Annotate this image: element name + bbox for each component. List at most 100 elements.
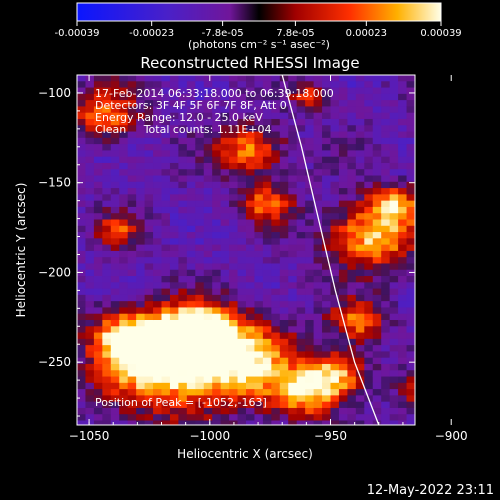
heatmap-cell — [169, 156, 179, 164]
heatmap-cell — [313, 414, 323, 422]
plot-frame — [76, 74, 416, 426]
heatmap-cell — [389, 125, 399, 133]
heatmap-cell — [178, 125, 188, 133]
heatmap-cell — [338, 257, 348, 264]
heatmap-cell — [246, 125, 255, 133]
heatmap-cell — [229, 100, 239, 107]
heatmap-cell — [296, 414, 306, 422]
heatmap-cell — [203, 420, 213, 425]
heatmap-cell — [237, 320, 247, 327]
heatmap-cell — [220, 213, 230, 220]
heatmap-cell — [178, 137, 188, 145]
heatmap-cell — [136, 125, 146, 133]
heatmap-cell — [161, 81, 171, 89]
heatmap-cell — [330, 269, 340, 277]
heatmap-cell — [305, 263, 315, 271]
heatmap-cell — [119, 106, 129, 114]
heatmap-cell — [136, 301, 146, 308]
heatmap-cell — [220, 188, 230, 195]
heatmap-cell — [220, 100, 230, 107]
heatmap-cell — [93, 169, 103, 177]
heatmap-cell — [93, 162, 103, 170]
heatmap-cell — [305, 326, 315, 334]
heatmap-cell — [381, 345, 391, 352]
heatmap-cell — [178, 232, 188, 239]
heatmap-cell — [178, 326, 188, 334]
heatmap-cell — [246, 250, 255, 258]
heatmap-cell — [246, 131, 255, 139]
heatmap-cell — [398, 269, 408, 277]
heatmap-cell — [372, 188, 382, 195]
heatmap-cell — [355, 137, 365, 145]
heatmap-cell — [355, 244, 365, 252]
heatmap-cell — [102, 181, 112, 189]
heatmap-cell — [186, 307, 196, 315]
heatmap-cell — [77, 194, 86, 202]
heatmap-cell — [398, 370, 408, 378]
heatmap-cell — [186, 338, 196, 346]
heatmap-cell — [220, 150, 230, 158]
heatmap-cell — [110, 326, 120, 334]
heatmap-cell — [127, 257, 137, 264]
heatmap-cell — [279, 93, 289, 101]
heatmap-cell — [212, 363, 222, 371]
heatmap-cell — [262, 118, 272, 126]
heatmap-cell — [262, 282, 272, 290]
heatmap-cell — [136, 282, 146, 290]
heatmap-cell — [347, 276, 357, 283]
heatmap-cell — [144, 301, 154, 308]
annotation-clean-counts: Clean Total counts: 1.11E+04 — [95, 123, 272, 136]
heatmap-cell — [313, 144, 323, 151]
heatmap-cell — [85, 100, 95, 107]
heatmap-cell — [203, 175, 213, 183]
heatmap-cell — [93, 112, 103, 120]
heatmap-cell — [372, 363, 382, 371]
heatmap-cell — [246, 370, 255, 378]
heatmap-cell — [305, 118, 315, 126]
heatmap-cell — [136, 345, 146, 352]
heatmap-cell — [372, 112, 382, 120]
heatmap-cell — [110, 395, 120, 403]
heatmap-cell — [313, 131, 323, 139]
heatmap-cell — [136, 238, 146, 246]
heatmap-cell — [347, 244, 357, 252]
heatmap-cell — [237, 206, 247, 214]
heatmap-cell — [398, 93, 408, 101]
heatmap-cell — [322, 137, 331, 145]
heatmap-cell — [85, 313, 95, 321]
heatmap-cell — [136, 188, 146, 195]
heatmap-cell — [220, 257, 230, 264]
heatmap-cell — [212, 194, 222, 202]
heatmap-cell — [161, 401, 171, 409]
heatmap-cell — [296, 250, 306, 258]
heatmap-cell — [262, 326, 272, 334]
heatmap-cell — [389, 169, 399, 177]
heatmap-cell — [186, 118, 196, 126]
heatmap-cell — [220, 276, 230, 283]
heatmap-cell — [203, 112, 213, 120]
heatmap-cell — [338, 401, 348, 409]
heatmap-cell — [195, 131, 205, 139]
heatmap-cell — [136, 87, 146, 95]
heatmap-cell — [381, 137, 391, 145]
heatmap-cell — [322, 225, 331, 233]
heatmap-cell — [144, 332, 154, 340]
heatmap-cell — [347, 370, 357, 378]
heatmap-cell — [102, 282, 112, 290]
heatmap-cell — [364, 219, 374, 227]
heatmap-cell — [271, 326, 281, 334]
heatmap-cell — [186, 313, 196, 321]
heatmap-cell — [85, 93, 95, 101]
heatmap-cell — [338, 144, 348, 151]
heatmap-cell — [296, 257, 306, 264]
heatmap-cell — [406, 351, 415, 359]
heatmap-cell — [229, 294, 239, 302]
heatmap-cell — [77, 81, 86, 89]
heatmap-cell — [229, 244, 239, 252]
heatmap-cell — [338, 420, 348, 425]
heatmap-cell — [110, 244, 120, 252]
heatmap-cell — [119, 389, 129, 396]
heatmap-cell — [305, 87, 315, 95]
heatmap-cell — [220, 200, 230, 208]
heatmap-cell — [161, 75, 171, 82]
